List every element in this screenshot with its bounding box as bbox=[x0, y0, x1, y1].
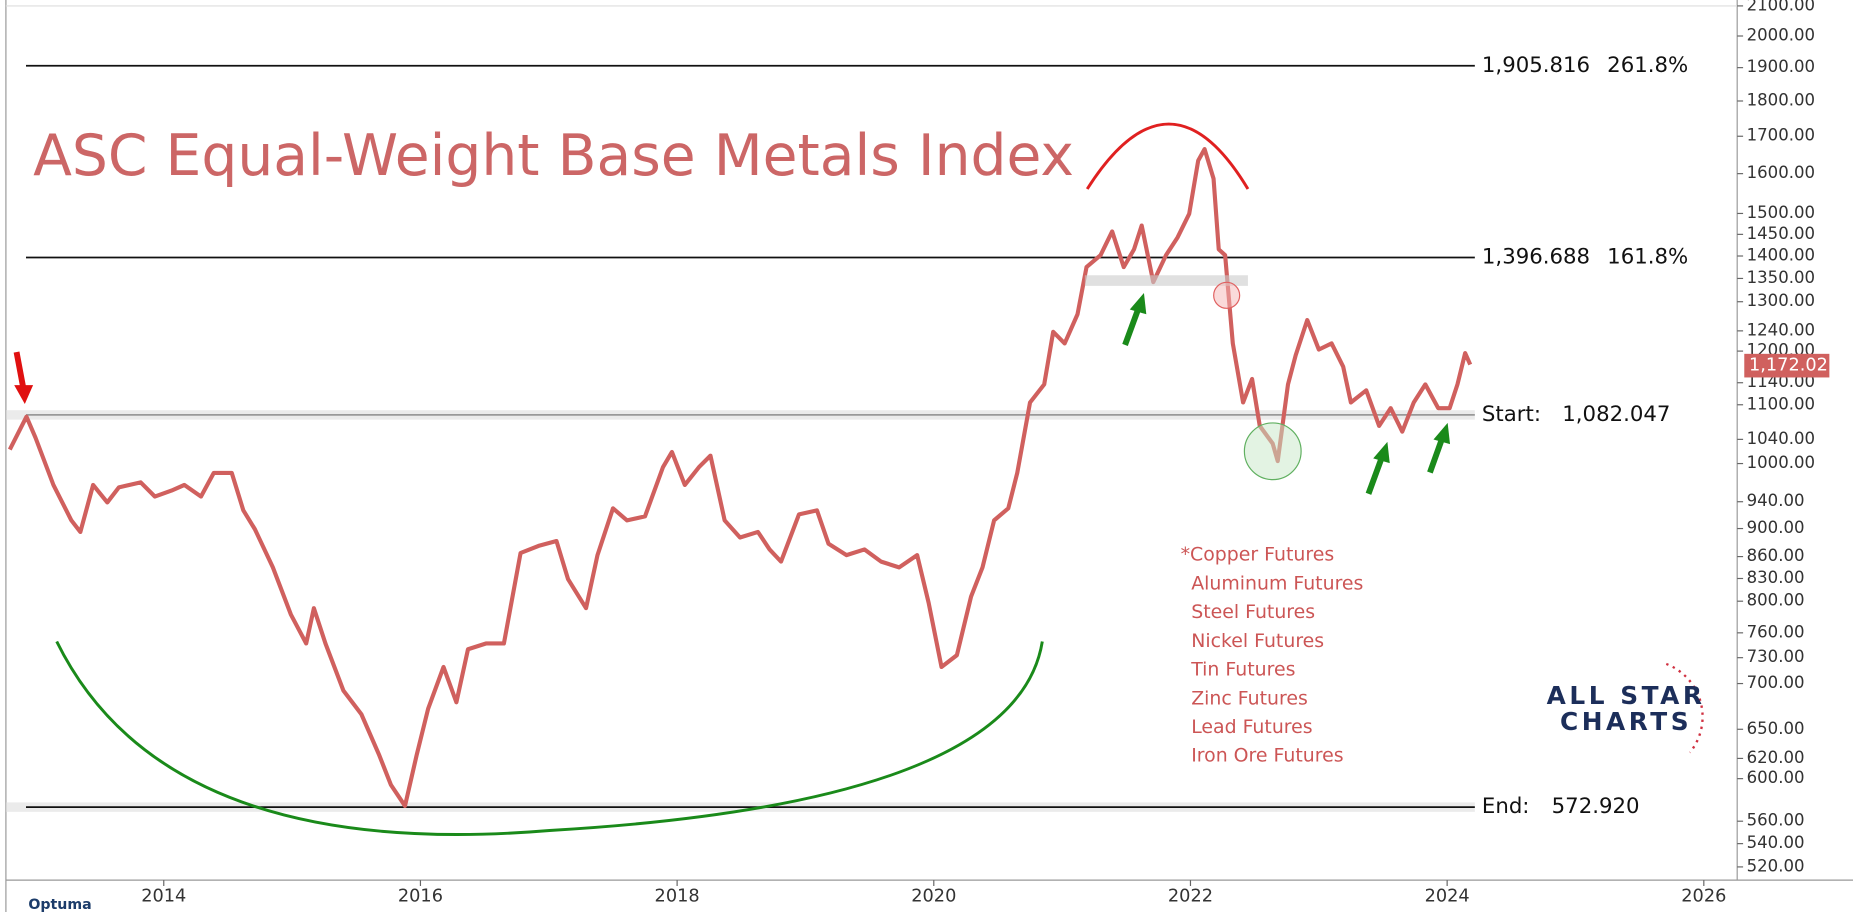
arrow-head bbox=[1373, 441, 1390, 464]
arrow bbox=[1427, 438, 1445, 474]
level-label: 1,905.816 bbox=[1482, 53, 1590, 78]
y-tick-label: 1800.00 bbox=[1747, 90, 1815, 109]
last-value-label: 1,172.02 bbox=[1749, 356, 1828, 376]
level-label: 1,082.047 bbox=[1562, 402, 1670, 427]
logo-stars bbox=[1665, 662, 1704, 754]
base-arc bbox=[55, 640, 1044, 836]
arrows bbox=[13, 292, 1451, 495]
y-tick-label: 560.00 bbox=[1747, 811, 1805, 830]
y-tick-label: 520.00 bbox=[1747, 856, 1805, 875]
chart-title: ASC Equal-Weight Base Metals Index bbox=[33, 123, 1074, 189]
x-tick-label: 2014 bbox=[141, 887, 186, 907]
y-tick-label: 860.00 bbox=[1747, 546, 1805, 565]
arrow-head bbox=[1129, 292, 1147, 315]
y-tick-label: 1500.00 bbox=[1747, 203, 1815, 222]
component-label: Iron Ore Futures bbox=[1191, 745, 1343, 767]
component-label: Zinc Futures bbox=[1191, 687, 1308, 709]
y-tick-label: 1350.00 bbox=[1747, 268, 1815, 287]
y-tick-label: 1240.00 bbox=[1747, 320, 1815, 339]
y-tick-label: 2000.00 bbox=[1747, 26, 1815, 45]
level-label: 572.920 bbox=[1552, 794, 1640, 819]
y-tick-label: 650.00 bbox=[1747, 719, 1805, 738]
x-tick-label: 2018 bbox=[655, 887, 700, 907]
level-name: Start: bbox=[1482, 402, 1541, 427]
y-tick-label: 1900.00 bbox=[1747, 57, 1815, 76]
y-tick-label: 700.00 bbox=[1747, 673, 1805, 692]
x-tick-label: 2024 bbox=[1425, 887, 1470, 907]
y-tick-label: 1040.00 bbox=[1747, 429, 1815, 448]
y-tick-label: 900.00 bbox=[1747, 518, 1805, 537]
level-label: 1,396.688 bbox=[1482, 244, 1590, 269]
logo-text: ALL STAR bbox=[1547, 681, 1706, 710]
logo-text: CHARTS bbox=[1560, 707, 1692, 736]
y-tick-label: 1000.00 bbox=[1747, 453, 1815, 472]
y-tick-label: 940.00 bbox=[1747, 491, 1805, 510]
y-tick-label: 540.00 bbox=[1747, 833, 1805, 852]
level-note: 161.8% bbox=[1607, 244, 1688, 269]
y-tick-label: 1300.00 bbox=[1747, 291, 1815, 310]
arrow bbox=[13, 351, 27, 391]
x-tick-label: 2026 bbox=[1681, 887, 1726, 907]
y-tick-label: 600.00 bbox=[1747, 768, 1805, 787]
component-label: Aluminum Futures bbox=[1191, 572, 1363, 594]
arrow-head bbox=[14, 385, 34, 405]
top-arc bbox=[1085, 122, 1250, 190]
y-tick-label: 760.00 bbox=[1747, 622, 1805, 641]
y-tick-label: 730.00 bbox=[1747, 647, 1805, 666]
arrow bbox=[1122, 308, 1141, 346]
component-label: Tin Futures bbox=[1190, 659, 1295, 681]
low-circle bbox=[1243, 422, 1302, 481]
y-tick-label: 830.00 bbox=[1747, 568, 1805, 587]
y-tick-label: 800.00 bbox=[1747, 591, 1805, 610]
y-tick-label: 1100.00 bbox=[1747, 394, 1815, 413]
component-label: Nickel Futures bbox=[1191, 630, 1324, 652]
y-tick-label: 1450.00 bbox=[1747, 224, 1815, 243]
y-tick-label: 620.00 bbox=[1747, 748, 1805, 767]
x-tick-label: 2022 bbox=[1168, 887, 1213, 907]
component-label: *Copper Futures bbox=[1181, 544, 1335, 566]
y-tick-label: 1400.00 bbox=[1747, 246, 1815, 265]
level-note: 261.8% bbox=[1607, 53, 1688, 78]
component-label: Lead Futures bbox=[1191, 716, 1312, 738]
breakdown-circle bbox=[1213, 281, 1241, 309]
arrow-head bbox=[1433, 422, 1451, 445]
y-tick-label: 2100.00 bbox=[1747, 0, 1815, 14]
support-band bbox=[1084, 275, 1248, 286]
y-tick-label: 1700.00 bbox=[1747, 126, 1815, 145]
x-tick-label: 2016 bbox=[398, 887, 443, 907]
y-tick-label: 1600.00 bbox=[1747, 163, 1815, 182]
x-tick-label: 2020 bbox=[911, 887, 956, 907]
platform-label: Optuma bbox=[28, 897, 91, 912]
last-value-tag bbox=[1744, 353, 1830, 378]
component-label: Steel Futures bbox=[1191, 601, 1315, 623]
arrow bbox=[1365, 457, 1385, 495]
level-name: End: bbox=[1482, 794, 1530, 819]
